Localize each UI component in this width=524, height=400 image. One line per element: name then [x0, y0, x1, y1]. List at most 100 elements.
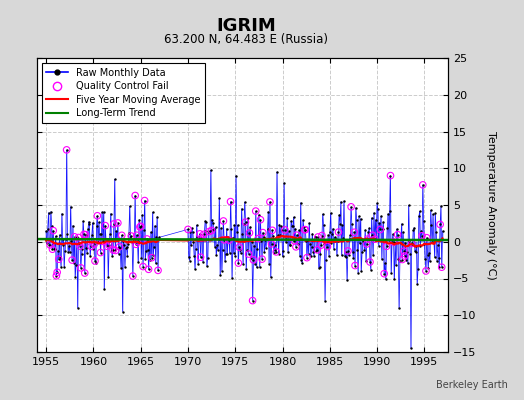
Point — [251, 261, 259, 267]
Point — [114, 220, 122, 226]
Point — [327, 240, 335, 246]
Point — [277, 223, 285, 229]
Point — [248, 298, 257, 304]
Point — [419, 182, 427, 188]
Point — [210, 226, 218, 232]
Point — [48, 246, 57, 252]
Point — [148, 209, 157, 216]
Point — [96, 249, 105, 256]
Point — [133, 232, 141, 238]
Point — [245, 251, 253, 257]
Point — [427, 222, 435, 228]
Point — [127, 233, 135, 239]
Point — [242, 266, 250, 272]
Point — [246, 224, 255, 230]
Point — [104, 274, 113, 280]
Point — [283, 214, 291, 221]
Point — [228, 275, 236, 282]
Point — [117, 264, 125, 271]
Point — [338, 222, 346, 228]
Point — [348, 249, 357, 255]
Point — [245, 230, 254, 236]
Point — [383, 225, 391, 231]
Point — [291, 226, 299, 232]
Point — [319, 222, 328, 229]
Point — [363, 241, 371, 247]
Point — [333, 252, 341, 259]
Point — [234, 260, 243, 266]
Point — [326, 210, 335, 216]
Point — [334, 229, 343, 235]
Point — [120, 242, 128, 248]
Point — [136, 224, 144, 230]
Point — [272, 249, 280, 255]
Point — [314, 234, 322, 240]
Point — [257, 238, 266, 244]
Point — [278, 226, 286, 233]
Point — [134, 259, 143, 266]
Point — [131, 192, 139, 199]
Point — [295, 227, 303, 234]
Point — [262, 245, 270, 251]
Point — [339, 235, 347, 241]
Point — [398, 256, 407, 263]
Point — [200, 231, 208, 238]
Point — [325, 253, 333, 260]
Point — [124, 240, 132, 247]
Point — [46, 242, 54, 248]
Point — [137, 254, 146, 261]
Point — [129, 238, 138, 244]
Point — [122, 245, 130, 252]
Point — [133, 232, 141, 238]
Point — [219, 218, 227, 224]
Point — [60, 264, 69, 270]
Point — [106, 231, 114, 237]
Point — [190, 253, 199, 260]
Point — [101, 222, 110, 229]
Point — [78, 251, 86, 257]
Point — [342, 249, 351, 256]
Point — [106, 210, 115, 217]
Point — [208, 217, 216, 223]
Point — [148, 254, 156, 261]
Point — [292, 232, 301, 238]
Point — [202, 218, 210, 225]
Point — [143, 236, 151, 242]
Point — [353, 216, 361, 223]
Point — [91, 258, 99, 264]
Point — [367, 215, 376, 221]
Point — [242, 219, 250, 225]
Point — [286, 242, 294, 248]
Point — [432, 228, 440, 235]
Point — [70, 260, 78, 266]
Point — [231, 252, 239, 259]
Point — [318, 232, 326, 239]
Point — [221, 258, 229, 264]
Point — [192, 246, 200, 252]
Point — [278, 253, 287, 260]
Point — [184, 226, 192, 233]
Point — [146, 257, 155, 264]
Point — [370, 236, 379, 242]
Point — [75, 240, 83, 246]
Point — [206, 228, 214, 235]
Point — [315, 264, 324, 270]
Point — [290, 238, 299, 244]
Point — [233, 222, 242, 228]
Point — [201, 218, 210, 224]
Point — [293, 240, 302, 247]
Point — [84, 218, 93, 225]
Point — [49, 228, 58, 234]
Point — [135, 216, 143, 223]
Point — [378, 256, 386, 262]
Point — [398, 256, 407, 263]
Point — [93, 212, 102, 219]
Point — [98, 209, 106, 216]
Point — [105, 242, 113, 248]
Point — [281, 227, 289, 233]
Point — [53, 269, 61, 276]
Point — [249, 257, 258, 263]
Point — [191, 266, 199, 272]
Point — [223, 251, 232, 258]
Point — [211, 224, 220, 230]
